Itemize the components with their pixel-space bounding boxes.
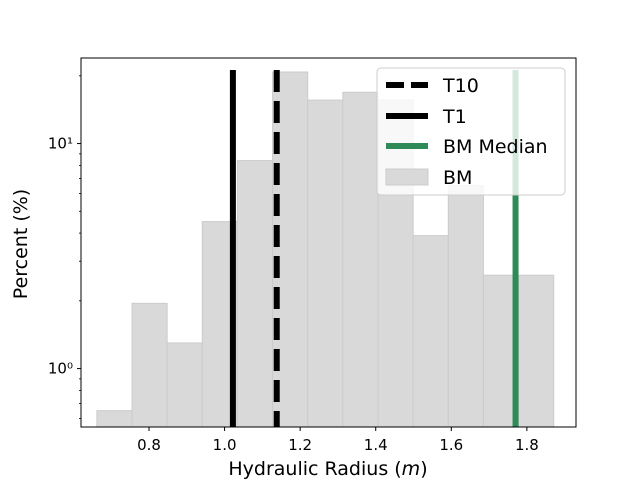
histogram-bar-7 bbox=[307, 99, 344, 428]
histogram-bar-3 bbox=[166, 342, 203, 428]
histogram-bar-6 bbox=[272, 71, 309, 428]
histogram-bar-5 bbox=[236, 160, 274, 428]
x-axis-title: Hydraulic Radius (m) bbox=[228, 458, 427, 480]
x-tick-label: 1.6 bbox=[439, 436, 463, 454]
y-axis-title: Percent (%) bbox=[10, 189, 32, 299]
x-tick-label: 1.0 bbox=[213, 436, 237, 454]
x-axis-title-unit: m bbox=[402, 458, 421, 480]
x-tick-label: 0.8 bbox=[137, 436, 161, 454]
histogram-bar-1 bbox=[96, 410, 133, 428]
histogram-bar-2 bbox=[131, 302, 168, 428]
legend-label-bm-median: BM Median bbox=[443, 136, 548, 158]
legend-label-bm: BM bbox=[443, 167, 472, 189]
histogram-bar-8 bbox=[342, 91, 379, 428]
x-axis-title-main: Hydraulic Radius ( bbox=[228, 458, 401, 480]
x-tick-label: 1.4 bbox=[364, 436, 388, 454]
y-tick-label: 10¹ bbox=[48, 135, 73, 153]
y-axis-ticks: 10⁰ 10¹ bbox=[48, 75, 81, 419]
legend: T10 T1 BM Median BM bbox=[376, 67, 566, 196]
y-tick-label: 10⁰ bbox=[48, 360, 73, 378]
legend-box bbox=[376, 67, 566, 196]
histogram-bar-13 bbox=[518, 274, 555, 428]
legend-label-t10: T10 bbox=[442, 75, 479, 97]
histogram-bar-11 bbox=[447, 185, 484, 428]
x-axis-ticks: 0.8 1.0 1.2 1.4 1.6 1.8 bbox=[137, 427, 539, 454]
legend-swatch-bm bbox=[385, 168, 429, 186]
x-tick-label: 1.2 bbox=[288, 436, 312, 454]
x-axis-title-close: ) bbox=[420, 458, 427, 480]
histogram-bar-10 bbox=[412, 235, 449, 428]
legend-label-t1: T1 bbox=[442, 106, 467, 128]
plot-frame bbox=[80, 57, 577, 428]
x-tick-label: 1.8 bbox=[515, 436, 539, 454]
